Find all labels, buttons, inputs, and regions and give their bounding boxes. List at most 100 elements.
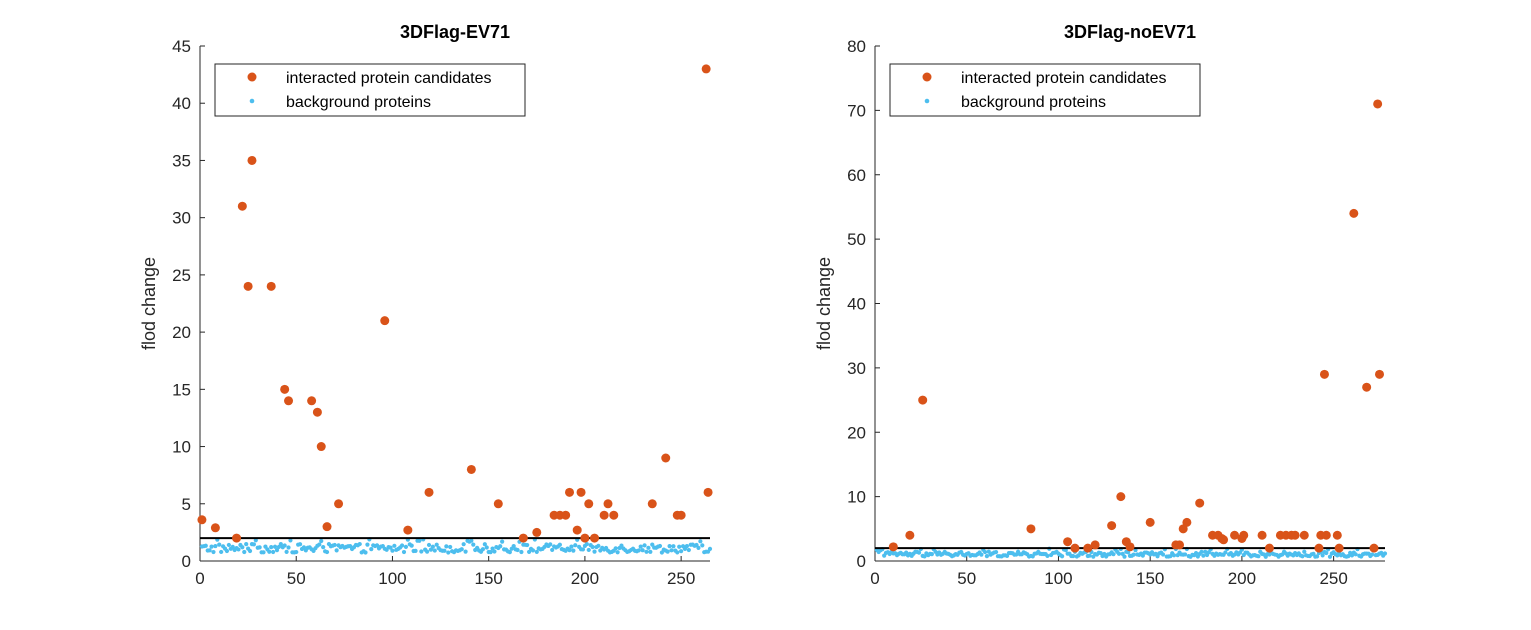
- background-point: [1302, 549, 1307, 554]
- background-point: [571, 548, 576, 553]
- background-point: [567, 548, 572, 553]
- candidate-point: [888, 542, 898, 552]
- background-point: [286, 545, 291, 550]
- background-point: [401, 549, 407, 555]
- candidate-point: [243, 281, 253, 291]
- background-point: [1353, 552, 1358, 557]
- candidate-point: [580, 533, 590, 543]
- background-point: [469, 538, 474, 543]
- candidate-point: [1125, 542, 1135, 552]
- candidate-point: [237, 201, 247, 211]
- candidate-point: [609, 510, 619, 520]
- candidate-point: [1332, 530, 1342, 540]
- background-point: [1199, 549, 1204, 554]
- plot-area: 0 50 100 150 200 250 0 10 20 30 40 50 60 70 80: [847, 37, 1388, 588]
- x-tick-label: 0: [870, 569, 879, 588]
- background-point: [297, 542, 303, 547]
- candidate-point: [403, 525, 413, 535]
- background-point: [244, 542, 249, 547]
- candidate-point: [661, 453, 671, 463]
- background-point: [213, 543, 218, 549]
- background-point: [482, 542, 487, 547]
- background-point: [530, 548, 536, 553]
- background-point: [979, 552, 984, 557]
- y-tick-label: 80: [847, 37, 866, 56]
- candidate-point: [518, 533, 528, 543]
- background-point: [1256, 554, 1261, 559]
- candidate-point: [1219, 535, 1229, 545]
- background-point: [1203, 549, 1208, 554]
- y-tick-label: 20: [847, 423, 866, 442]
- background-point: [224, 548, 230, 554]
- candidate-point: [565, 487, 575, 497]
- candidate-point: [603, 499, 613, 509]
- candidate-point: [561, 510, 571, 520]
- background-point: [365, 542, 370, 547]
- legend-box: [889, 63, 1201, 117]
- background-point: [488, 549, 493, 555]
- background-point: [1370, 552, 1375, 557]
- background-point: [511, 543, 516, 549]
- background-point: [319, 538, 324, 544]
- background-point: [317, 542, 322, 547]
- y-tick-label: 30: [847, 359, 866, 378]
- background-point: [271, 549, 276, 555]
- background-point: [1131, 552, 1136, 557]
- background-point: [1315, 554, 1320, 559]
- background-point: [267, 549, 272, 554]
- legend-marker-candidates: [247, 72, 257, 82]
- background-point: [698, 539, 703, 544]
- background-point: [334, 548, 339, 553]
- x-tick-label: 150: [1136, 569, 1164, 588]
- background-point: [282, 543, 287, 548]
- candidate-point: [1070, 543, 1080, 553]
- background-point: [916, 550, 922, 555]
- candidate-point: [647, 499, 657, 509]
- background-point: [240, 545, 245, 550]
- legend-box: [214, 63, 526, 117]
- candidate-point: [1264, 543, 1274, 553]
- background-point: [219, 549, 224, 555]
- background-point: [399, 543, 405, 548]
- y-tick-label: 20: [172, 323, 191, 342]
- y-tick-label: 50: [847, 230, 866, 249]
- candidate-point: [1175, 540, 1185, 550]
- background-point: [274, 548, 280, 553]
- candidate-point: [918, 395, 928, 405]
- candidate-point: [1063, 537, 1073, 547]
- background-point: [226, 542, 231, 548]
- background-point: [211, 549, 216, 555]
- background-point: [648, 549, 653, 554]
- candidate-point: [532, 527, 542, 537]
- candidate-point: [1334, 543, 1344, 553]
- background-point: [461, 542, 466, 547]
- background-point: [269, 544, 274, 550]
- background-point: [247, 548, 253, 554]
- background-point: [646, 545, 651, 550]
- x-tick-label: 0: [195, 569, 204, 588]
- background-point: [1111, 552, 1116, 557]
- candidate-point: [576, 487, 586, 497]
- background-point: [984, 554, 990, 559]
- chart-title: 3DFlag-noEV71: [1064, 22, 1196, 42]
- background-point: [203, 543, 208, 548]
- background-point: [684, 544, 690, 549]
- legend-label-candidates: interacted protein candidates: [961, 70, 1166, 87]
- background-point: [675, 550, 680, 555]
- y-axis-label: flod change: [139, 257, 159, 350]
- chart-panel-3dflag-ev71: 3DFlag-EV71 flod change 0 50 100 150 200 2500…: [139, 22, 713, 588]
- candidate-point: [312, 407, 322, 417]
- candidate-point: [676, 510, 686, 520]
- background-point: [426, 542, 432, 548]
- background-point: [665, 549, 670, 554]
- candidate-point: [210, 523, 220, 533]
- background-point: [515, 547, 520, 553]
- candidate-point: [1374, 369, 1384, 379]
- background-point: [363, 550, 368, 555]
- candidate-point: [493, 499, 503, 509]
- background-point: [1324, 550, 1329, 556]
- background-point: [1122, 554, 1127, 559]
- background-point: [696, 545, 701, 550]
- candidate-point: [1319, 369, 1329, 379]
